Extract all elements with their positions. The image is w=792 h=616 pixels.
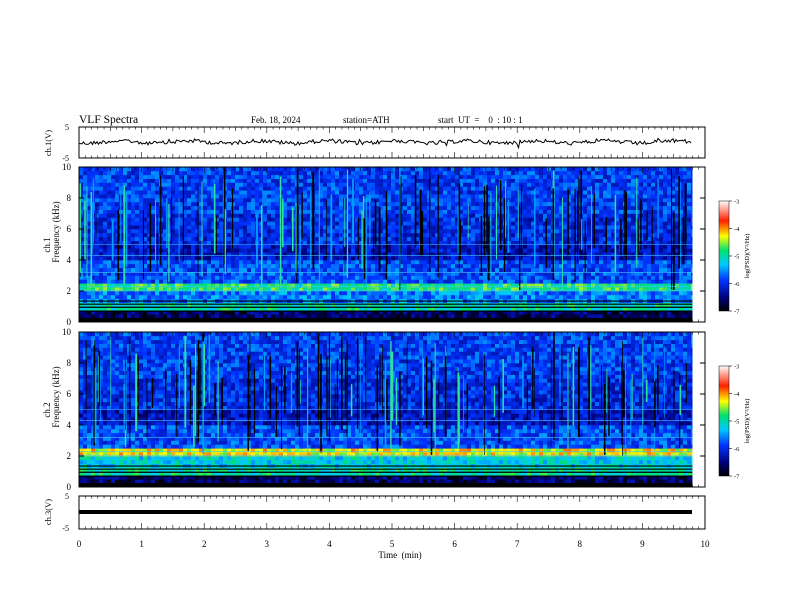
colorbar-tick-label: -7 bbox=[734, 309, 740, 316]
time-tick-label: 10 bbox=[701, 539, 711, 549]
time-tick-label: 1 bbox=[139, 539, 144, 549]
ch1-ytick-top: 5 bbox=[65, 123, 69, 132]
freq-tick-label: 4 bbox=[67, 255, 72, 265]
freq-tick-label: 10 bbox=[62, 327, 72, 337]
time-tick-label: 4 bbox=[327, 539, 332, 549]
time-tick-label: 6 bbox=[452, 539, 457, 549]
ch1-spectrogram-image bbox=[79, 167, 705, 322]
colorbar-tick-label: -4 bbox=[734, 226, 740, 233]
time-tick-label: 9 bbox=[640, 539, 645, 549]
colorbar-tick-label: -5 bbox=[734, 419, 739, 426]
station-label: station=ATH bbox=[343, 115, 390, 125]
colorbar-tick-label: -6 bbox=[734, 281, 740, 288]
freq-tick-label: 6 bbox=[67, 389, 72, 399]
ch2-colorbar-label: log(PSD)(V²/Hz) bbox=[744, 399, 751, 444]
time-tick-label: 2 bbox=[202, 539, 207, 549]
colorbar-tick-label: -3 bbox=[734, 364, 739, 371]
ch3-waveform-ylabel: ch.3(V) bbox=[43, 499, 53, 525]
colorbar-tick-label: -6 bbox=[734, 446, 740, 453]
ch1-waveform-ylabel: ch.1(V) bbox=[43, 130, 53, 156]
colorbar-tick-label: -4 bbox=[734, 391, 740, 398]
ch3-waveform-panel: 5 -5 ch.3(V) bbox=[43, 492, 705, 533]
freq-tick-label: 2 bbox=[67, 451, 72, 461]
chart-title: VLF Spectra bbox=[79, 114, 138, 126]
freq-tick-label: 8 bbox=[67, 193, 72, 203]
freq-tick-label: 10 bbox=[62, 162, 72, 172]
time-tick-label: 5 bbox=[390, 539, 395, 549]
ch3-ytick-bottom: -5 bbox=[62, 524, 69, 533]
ch3-ytick-top: 5 bbox=[65, 492, 69, 501]
freq-tick-label: 4 bbox=[67, 420, 72, 430]
ch1-freq-ylabel: Frequency (kHz) bbox=[51, 201, 61, 262]
time-tick-label: 7 bbox=[515, 539, 520, 549]
colorbar-tick-label: -5 bbox=[734, 254, 739, 261]
ch2-colorbar: -3 -4 -5 -6 -7 log(PSD)(V²/Hz) bbox=[719, 364, 751, 481]
ch2-freq-ylabel: Frequency (kHz) bbox=[51, 366, 61, 427]
colorbar-tick-label: -3 bbox=[734, 199, 739, 206]
time-tick-label: 3 bbox=[265, 539, 270, 549]
ch2-spectrogram-image bbox=[79, 332, 705, 487]
date-label: Feb. 18, 2024 bbox=[251, 115, 301, 125]
colorbar-tick-label: -7 bbox=[734, 474, 740, 481]
start-time-label: start UT = 0 : 10 : 1 bbox=[438, 115, 523, 125]
freq-tick-label: 6 bbox=[67, 224, 72, 234]
time-tick-label: 0 bbox=[77, 539, 82, 549]
ch1-waveform-panel: 5 -5 ch.1(V) bbox=[43, 123, 705, 163]
freq-tick-label: 0 bbox=[67, 482, 72, 492]
freq-tick-label: 8 bbox=[67, 358, 72, 368]
time-axis-label: Time (min) bbox=[378, 550, 421, 560]
freq-tick-label: 0 bbox=[67, 317, 72, 327]
freq-tick-label: 2 bbox=[67, 286, 72, 296]
ch1-colorbar: -3 -4 -5 -6 -7 log(PSD)(V²/Hz) bbox=[719, 199, 751, 316]
time-tick-label: 8 bbox=[578, 539, 583, 549]
ch1-colorbar-label: log(PSD)(V²/Hz) bbox=[744, 234, 751, 279]
